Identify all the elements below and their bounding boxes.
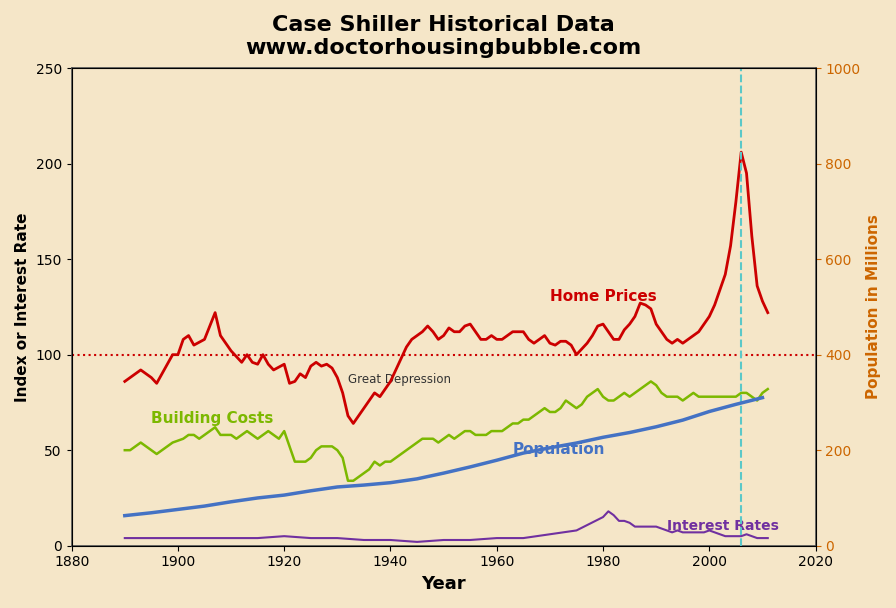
Text: Building Costs: Building Costs: [151, 412, 274, 426]
Y-axis label: Index or Interest Rate: Index or Interest Rate: [15, 212, 30, 402]
Text: Interest Rates: Interest Rates: [667, 519, 779, 533]
X-axis label: Year: Year: [421, 575, 466, 593]
Text: Population: Population: [513, 442, 605, 457]
Text: Home Prices: Home Prices: [550, 289, 657, 304]
Title: Case Shiller Historical Data
www.doctorhousingbubble.com: Case Shiller Historical Data www.doctorh…: [246, 15, 642, 58]
Text: Great Depression: Great Depression: [348, 373, 451, 386]
Y-axis label: Population in Millions: Population in Millions: [866, 215, 881, 399]
